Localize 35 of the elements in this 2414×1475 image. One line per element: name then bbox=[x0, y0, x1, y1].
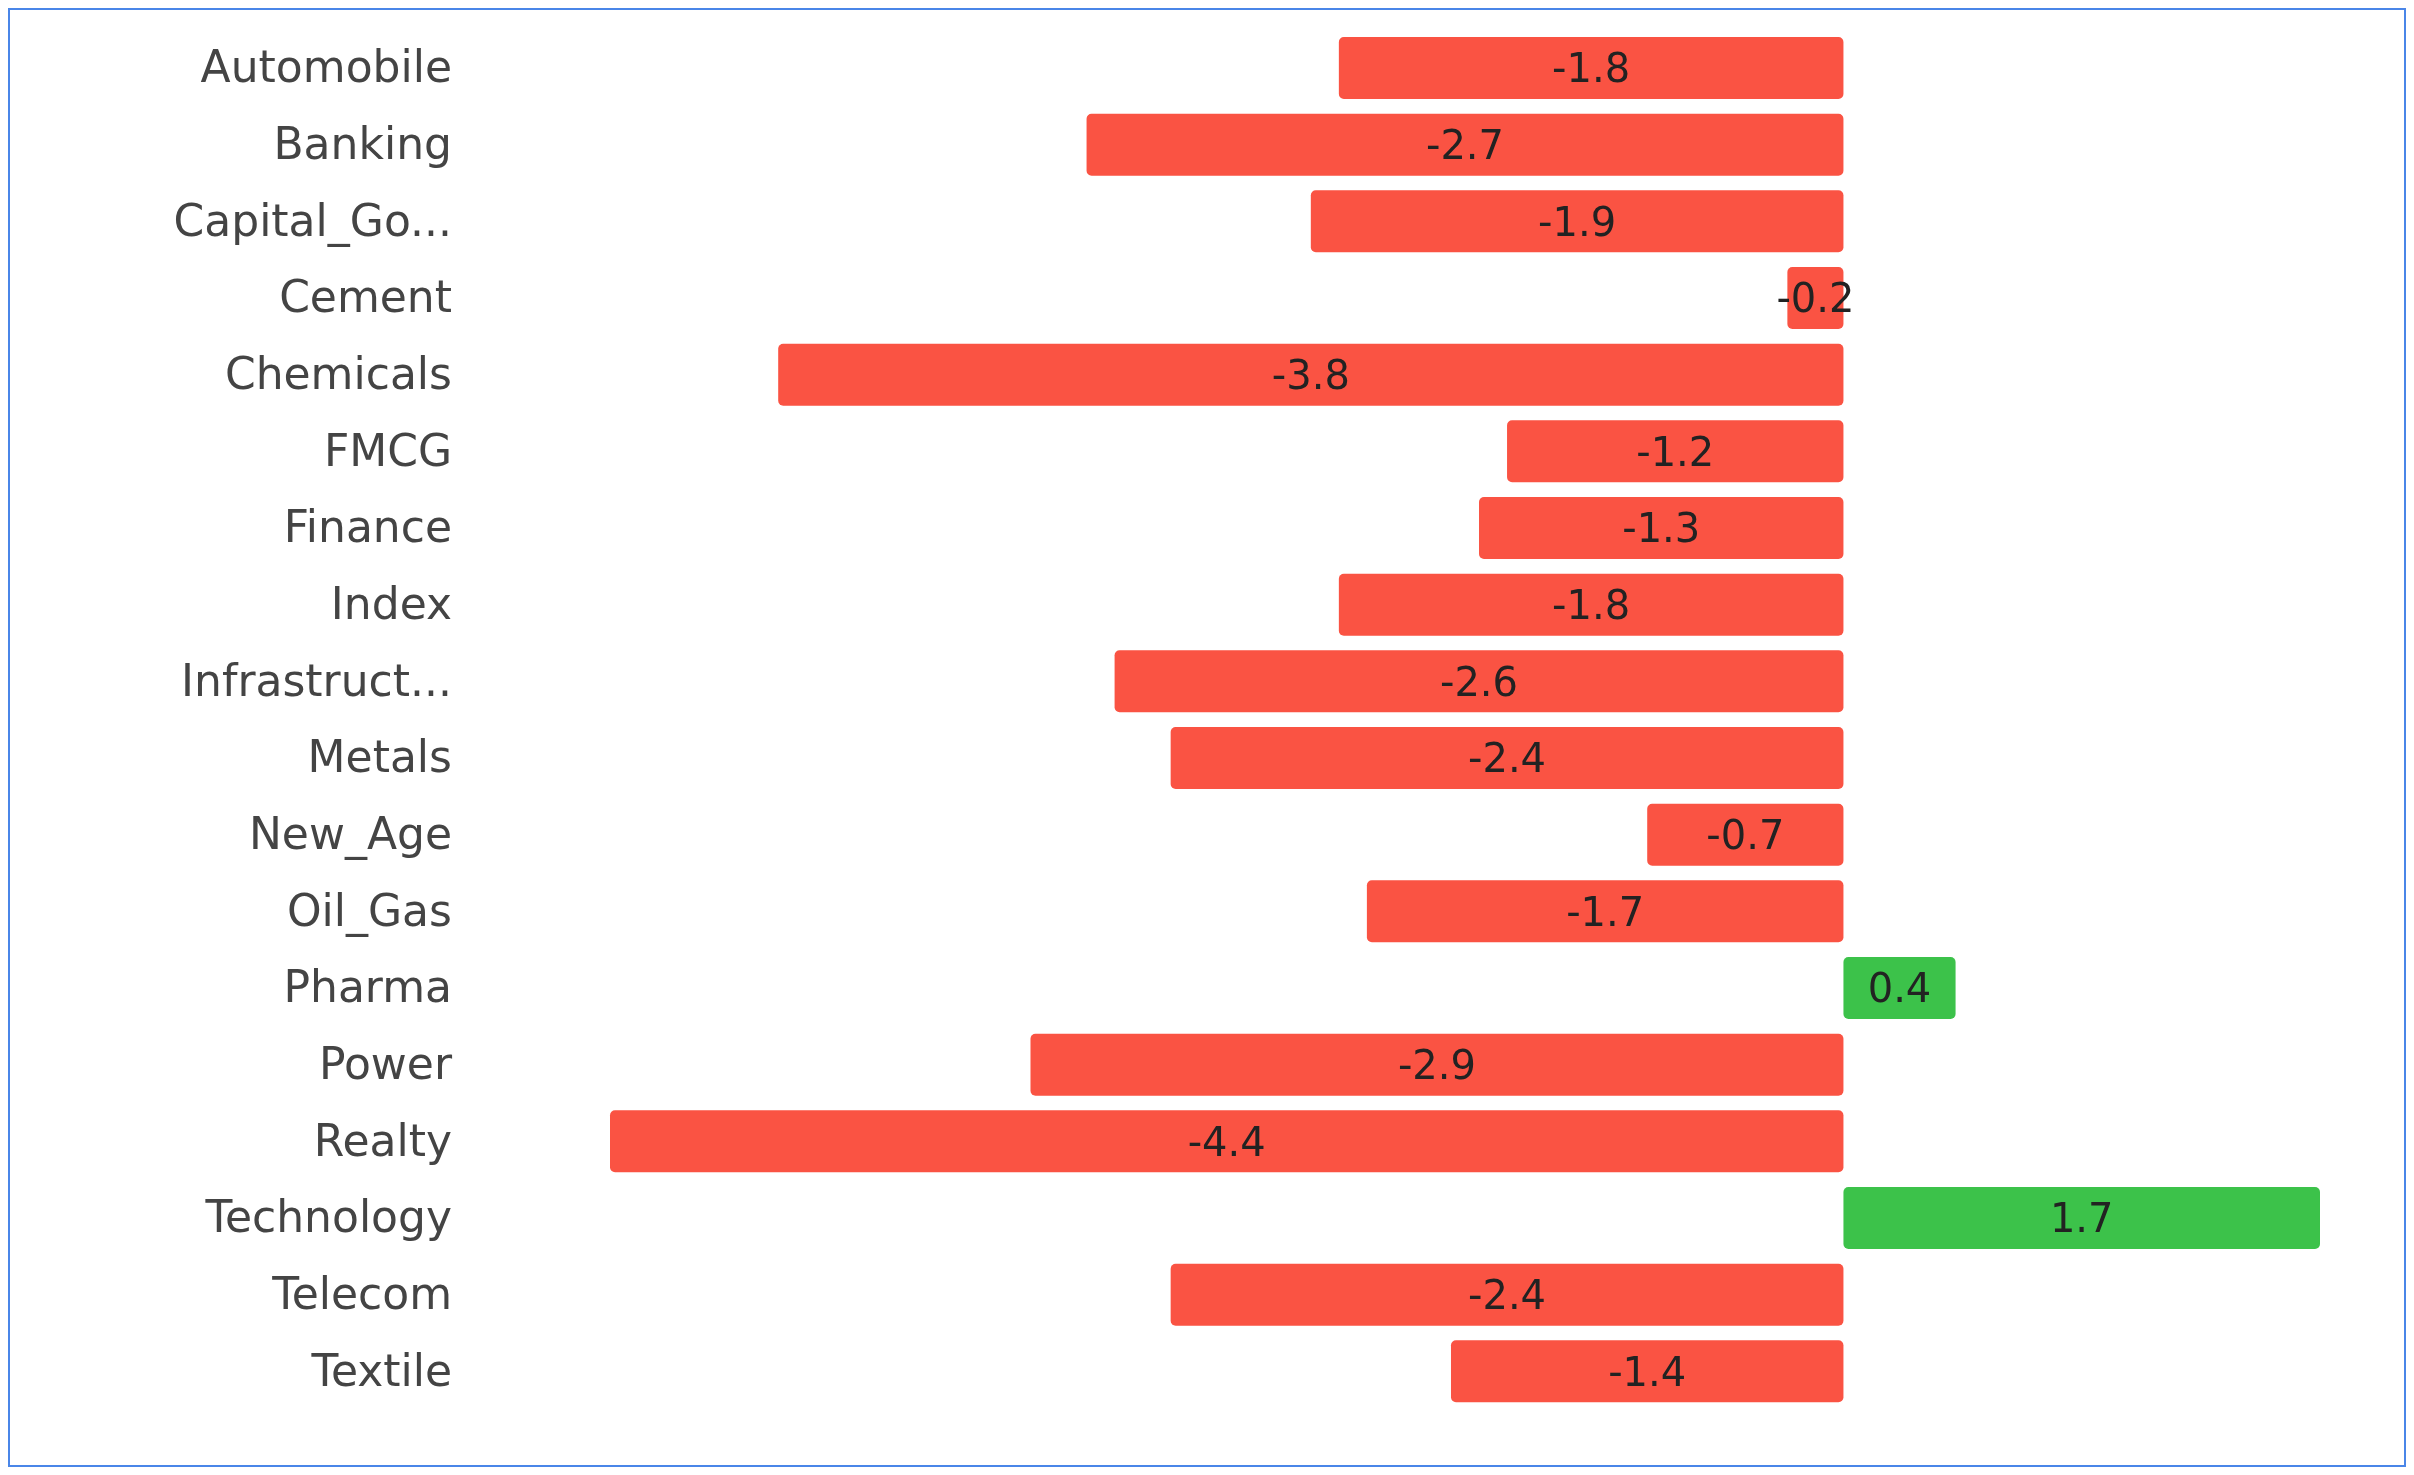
y-tick-label: Chemicals bbox=[224, 348, 452, 399]
y-tick-label: Finance bbox=[283, 501, 452, 553]
data-label: -4.4 bbox=[1187, 1118, 1266, 1165]
y-tick-label: Cement bbox=[279, 271, 452, 323]
data-label: -1.4 bbox=[1608, 1348, 1687, 1395]
data-label: 1.7 bbox=[2049, 1195, 2114, 1242]
y-tick-label: Telecom bbox=[271, 1268, 452, 1319]
data-label: -1.3 bbox=[1622, 505, 1701, 552]
data-label: -2.7 bbox=[1425, 121, 1505, 168]
data-label: -1.9 bbox=[1538, 198, 1617, 245]
y-tick-label: FMCG bbox=[323, 424, 452, 476]
y-tick-label: Metals bbox=[307, 731, 452, 783]
y-tick-label: New_Age bbox=[248, 808, 452, 860]
data-label: -1.2 bbox=[1636, 428, 1715, 475]
data-label: 0.4 bbox=[1867, 965, 1932, 1012]
y-tick-label: Automobile bbox=[200, 41, 452, 93]
y-tick-label: Infrastruct... bbox=[181, 654, 452, 706]
data-label: -2.4 bbox=[1468, 1271, 1547, 1318]
y-tick-label: Index bbox=[330, 578, 452, 629]
y-tick-label: Realty bbox=[313, 1114, 452, 1166]
data-label: -2.9 bbox=[1397, 1041, 1476, 1088]
y-tick-label: Banking bbox=[273, 118, 452, 169]
y-tick-label: Pharma bbox=[283, 961, 452, 1013]
y-tick-label: Textile bbox=[310, 1344, 452, 1396]
data-label: -1.8 bbox=[1552, 45, 1631, 92]
data-label: -2.4 bbox=[1468, 735, 1547, 782]
data-label: -1.8 bbox=[1552, 581, 1631, 628]
y-tick-label: Oil_Gas bbox=[286, 884, 452, 937]
data-label: -2.6 bbox=[1439, 658, 1519, 705]
data-label: -3.8 bbox=[1271, 351, 1350, 398]
y-tick-label: Technology bbox=[204, 1191, 452, 1243]
y-tick-label: Power bbox=[318, 1038, 453, 1089]
y-tick-label: Capital_Go... bbox=[173, 194, 452, 247]
data-label: -1.7 bbox=[1566, 888, 1645, 935]
data-label: -0.7 bbox=[1706, 811, 1785, 858]
